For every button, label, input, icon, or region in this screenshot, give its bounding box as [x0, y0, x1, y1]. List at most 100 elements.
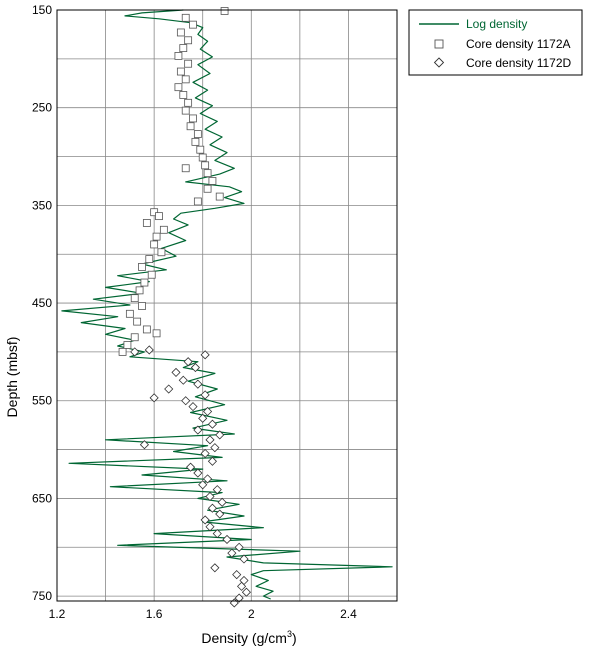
core-1172d-point	[205, 522, 215, 532]
y-tick-label: 150	[32, 3, 52, 17]
core-1172d-point	[237, 581, 247, 591]
core-1172d-point	[239, 554, 249, 564]
core-1172a-point	[179, 91, 188, 99]
core-1172a-point	[130, 294, 139, 303]
core-1172a-point	[142, 219, 151, 227]
core-1172a-point	[118, 348, 127, 356]
plot-frame	[56, 9, 398, 602]
core-1172a-point	[184, 98, 193, 107]
core-1172d-point	[181, 396, 191, 406]
core-1172a-point	[181, 75, 190, 84]
core-1172d-point	[241, 587, 251, 597]
core-1172d-point	[234, 542, 244, 552]
core-1172a-point	[201, 161, 210, 170]
core-1172d-point	[193, 379, 203, 389]
core-1172a-point	[176, 67, 185, 76]
legend: Log density Core density 1172A Core dens…	[408, 9, 583, 76]
core-1172d-point	[200, 350, 210, 360]
core-1172d-point	[171, 367, 181, 377]
core-1172a-point	[157, 248, 166, 257]
core-1172d-point	[130, 347, 140, 357]
grid	[57, 10, 397, 601]
core-1172a-point	[191, 137, 200, 146]
core-1172d-point	[215, 509, 225, 519]
core-1172a-point	[145, 255, 154, 263]
core-1172a-point	[215, 192, 224, 201]
core-1172a-point	[179, 44, 188, 52]
core-1172d-point	[222, 534, 232, 545]
log-density-series	[61, 9, 393, 600]
core-1172a-point	[133, 317, 142, 326]
core-1172d-point	[188, 402, 198, 412]
x-tick-labels: 1.2 1.6 2 2.4	[49, 607, 357, 621]
core-1172a-point	[152, 329, 161, 338]
core-1172d-point	[217, 497, 227, 507]
core-1172a-point	[181, 13, 190, 22]
core-1172a-point	[150, 240, 159, 249]
core-1172a-point	[138, 263, 146, 271]
y-tick-label: 350	[32, 198, 52, 212]
core-1172a-point	[123, 341, 132, 349]
core-1172d-point	[198, 480, 208, 490]
y-tick-labels: 150 250 350 450 550 650 750	[32, 3, 52, 603]
y-tick-label: 750	[32, 589, 52, 603]
core-1172d-point	[232, 570, 242, 580]
legend-core-1172d-swatch	[433, 57, 445, 68]
core-1172a-point	[152, 232, 161, 241]
core-1172a-point	[203, 169, 212, 178]
core-1172d-point	[190, 362, 200, 373]
core-1172d-point	[207, 503, 217, 513]
core-1172d-point	[164, 384, 174, 394]
core-1172d-point	[200, 515, 210, 525]
core-1172d-point	[200, 448, 210, 459]
core-1172a-point	[176, 28, 185, 37]
core-1172d-point	[210, 443, 220, 453]
core-1172a-point	[147, 270, 156, 279]
core-1172d-point	[144, 345, 154, 355]
core-1172a-point	[184, 36, 193, 45]
core-1172d-point	[193, 425, 203, 435]
y-axis-title: Depth (mbsf)	[4, 337, 20, 418]
core-1172a-point	[174, 83, 183, 92]
x-tick-label: 2.4	[340, 607, 357, 621]
core-1172a-point	[186, 122, 195, 131]
core-1172a-point	[159, 225, 168, 234]
core-1172a-point	[135, 286, 144, 295]
core-1172a-point	[150, 208, 159, 217]
core-1172a-point	[208, 177, 217, 185]
core-1172a-point	[184, 59, 193, 68]
x-tick-label: 1.6	[146, 607, 163, 621]
core-1172d-point	[198, 413, 208, 423]
core-1172d-point	[183, 357, 193, 367]
core-1172d-point	[178, 375, 188, 385]
core-1172a-point	[189, 20, 197, 29]
core-1172a-point	[203, 184, 212, 193]
core-1172a-point	[140, 278, 149, 287]
core-1172a-point	[189, 114, 197, 123]
core-1172d-point	[139, 440, 149, 450]
log-density-line	[61, 9, 393, 600]
core-1172d-point	[215, 430, 225, 440]
legend-core-1172a-label: Core density 1172A	[466, 37, 571, 51]
core-1172d-point	[200, 390, 210, 400]
x-tick-label: 2	[248, 607, 255, 621]
core-1172d-point	[207, 456, 217, 466]
core-1172d-point	[186, 462, 196, 472]
legend-core-1172a-swatch	[434, 39, 444, 49]
core-1172a-point	[142, 325, 151, 334]
core-1172a-point	[181, 106, 190, 115]
core-1172a-point	[193, 197, 202, 206]
core-1172d-point	[205, 435, 215, 445]
core-1172d-point	[205, 491, 215, 502]
legend-core-1172d-label: Core density 1172D	[466, 56, 572, 70]
core-1172a-point	[138, 302, 146, 310]
core-1172d-point	[212, 485, 222, 495]
core-1172d-point	[207, 419, 217, 429]
core-1172d-point	[193, 468, 203, 478]
core-1172a-point	[174, 52, 183, 60]
y-tick-label: 650	[32, 491, 52, 505]
core-1172a-point	[155, 212, 163, 221]
x-tick-label: 1.2	[49, 607, 66, 621]
y-tick-label: 550	[32, 394, 52, 408]
